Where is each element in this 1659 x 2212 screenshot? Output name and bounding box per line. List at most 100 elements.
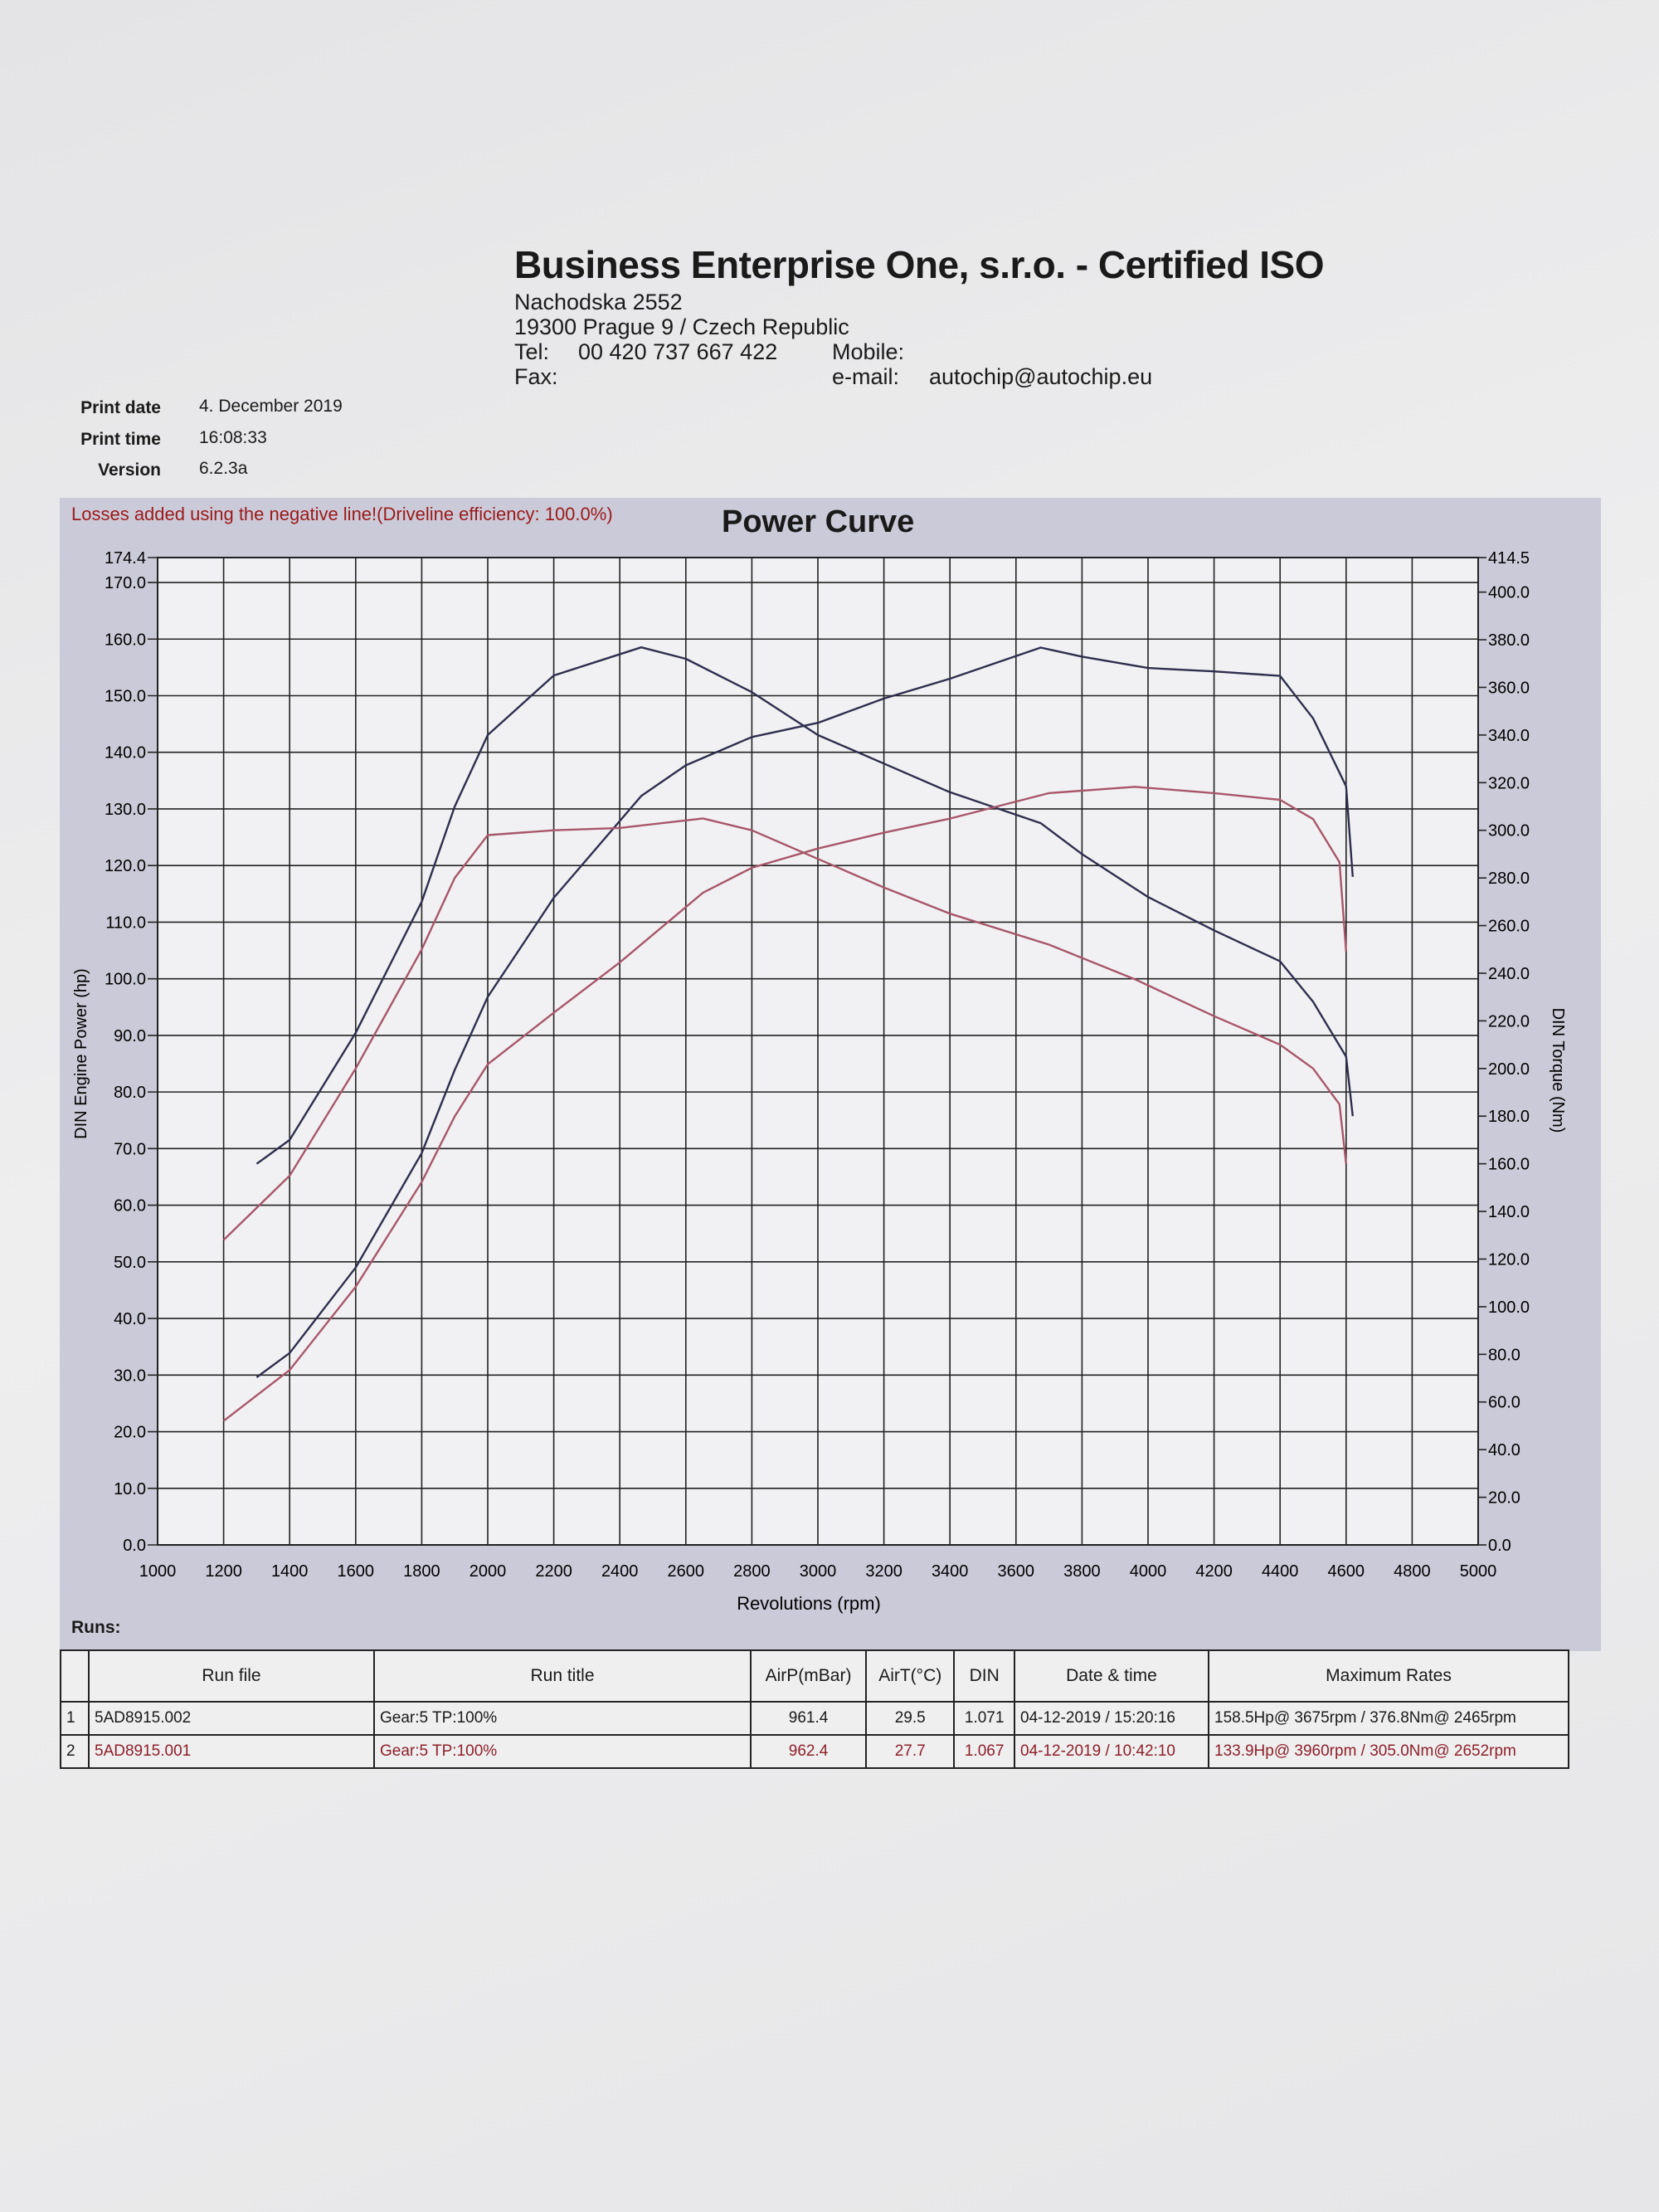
y-tick-label: 0.0 [123, 1537, 146, 1555]
x-tick-label: 3600 [998, 1562, 1035, 1581]
y2-tick-label: 120.0 [1488, 1250, 1530, 1269]
y2-tick-label: 140.0 [1488, 1203, 1530, 1221]
cell-airt: 29.5 [865, 1701, 956, 1736]
y2-tick-label: 0.0 [1488, 1537, 1511, 1555]
y2-tick-label: 60.0 [1488, 1394, 1520, 1412]
col-airp: AirP(mBar) [749, 1649, 868, 1703]
cell-date: 04-12-2019 / 15:20:16 [1014, 1701, 1209, 1736]
y-tick-label: 100.0 [105, 971, 146, 989]
y2-tick-label: 40.0 [1488, 1441, 1520, 1459]
y-tick-label: 150.0 [105, 687, 146, 705]
y2-tick-label: 280.0 [1488, 870, 1530, 888]
y2-tick-label: 220.0 [1488, 1012, 1530, 1030]
runs-label: Runs: [71, 1618, 121, 1637]
y-tick-label: 20.0 [114, 1424, 146, 1442]
email-label: e-mail: [832, 364, 900, 389]
x-tick-label: 4800 [1394, 1562, 1431, 1581]
y2-tick-label: 380.0 [1488, 631, 1530, 650]
col-index [60, 1649, 90, 1703]
y-tick-label: 10.0 [114, 1480, 146, 1498]
print-time-label: Print time [80, 430, 161, 449]
y2-tick-label: 360.0 [1488, 679, 1530, 697]
y-tick-label: 120.0 [105, 857, 146, 875]
cell-max-rates: 158.5Hp@ 3675rpm / 376.8Nm@ 2465rpm [1208, 1701, 1569, 1736]
y-tick-label: 30.0 [114, 1367, 146, 1385]
version-label: Version [98, 460, 161, 480]
col-max-rates: Maximum Rates [1208, 1649, 1569, 1703]
city: 19300 Prague 9 / Czech Republic [514, 314, 849, 339]
cell-din: 1.067 [953, 1734, 1015, 1769]
col-airt: AirT(°C) [865, 1649, 956, 1703]
y-tick-label: 40.0 [114, 1310, 146, 1328]
y2-tick-label: 260.0 [1488, 918, 1530, 936]
version: 6.2.3a [199, 459, 248, 478]
y-tick-label: 110.0 [105, 914, 146, 932]
y2-tick-label: 180.0 [1488, 1108, 1530, 1126]
x-tick-label: 3800 [1063, 1562, 1101, 1581]
x-tick-label: 4400 [1262, 1562, 1299, 1581]
x-tick-label: 1400 [271, 1562, 309, 1581]
y2-tick-label: 400.0 [1488, 584, 1530, 602]
col-run-file: Run file [88, 1649, 375, 1703]
tel-label: Tel: [514, 339, 550, 364]
chart-title: Power Curve [722, 504, 915, 539]
cell-run-file: 5AD8915.001 [88, 1734, 375, 1769]
x-tick-label: 2600 [668, 1562, 705, 1581]
series-line-3 [222, 786, 1347, 1422]
x-tick-label: 3400 [932, 1562, 969, 1581]
print-time: 16:08:33 [199, 428, 267, 447]
y-tick-label: 174.4 [105, 549, 146, 568]
x-axis-label: Revolutions (rpm) [737, 1593, 881, 1614]
y-tick-label: 170.0 [105, 574, 146, 592]
x-tick-label: 1600 [338, 1562, 375, 1581]
series-line-2 [255, 646, 1354, 1165]
cell-run-file: 5AD8915.002 [88, 1701, 375, 1736]
y-tick-label: 90.0 [114, 1027, 146, 1045]
cell-date: 04-12-2019 / 10:42:10 [1014, 1734, 1209, 1769]
cell-airt: 27.7 [865, 1734, 956, 1769]
x-tick-label: 2800 [733, 1562, 771, 1581]
table-header-row: Run file Run title AirP(mBar) AirT(°C) D… [60, 1649, 1569, 1703]
x-tick-label: 1000 [139, 1562, 177, 1581]
x-tick-label: 3000 [800, 1562, 837, 1581]
x-tick-label: 4600 [1328, 1562, 1365, 1581]
col-din: DIN [953, 1649, 1015, 1703]
mobile-label: Mobile: [832, 339, 905, 364]
y-tick-label: 60.0 [114, 1197, 146, 1216]
street: Nachodska 2552 [514, 290, 683, 314]
cell-run-title: Gear:5 TP:100% [373, 1734, 752, 1769]
tel: 00 420 737 667 422 [578, 339, 778, 364]
losses-note: Losses added using the negative line!(Dr… [71, 504, 613, 524]
x-tick-label: 2000 [469, 1562, 507, 1581]
y-tick-label: 130.0 [105, 801, 146, 819]
cell-index: 2 [60, 1734, 90, 1769]
y2-tick-label: 20.0 [1488, 1489, 1520, 1508]
cell-index: 1 [60, 1701, 90, 1736]
cell-airp: 962.4 [749, 1734, 868, 1769]
y-tick-label: 140.0 [105, 744, 146, 763]
cell-run-title: Gear:5 TP:100% [373, 1701, 752, 1736]
x-tick-label: 4000 [1130, 1562, 1167, 1581]
cell-din: 1.071 [953, 1701, 1015, 1736]
x-tick-label: 2400 [601, 1562, 639, 1581]
x-tick-label: 4200 [1195, 1562, 1233, 1581]
y-axis-label: DIN Engine Power (hp) [72, 968, 90, 1139]
x-tick-label: 1800 [403, 1562, 440, 1581]
y2-tick-label: 300.0 [1488, 822, 1530, 840]
y2-tick-label: 414.5 [1488, 549, 1530, 568]
series-line-1 [255, 646, 1354, 1378]
y2-tick-label: 340.0 [1488, 727, 1530, 745]
y-tick-label: 50.0 [114, 1254, 146, 1272]
cell-airp: 961.4 [749, 1701, 868, 1736]
y-tick-label: 70.0 [114, 1140, 146, 1158]
x-tick-label: 1200 [205, 1562, 242, 1581]
print-date-label: Print date [80, 398, 161, 417]
y2-tick-label: 200.0 [1488, 1060, 1530, 1079]
cell-max-rates: 133.9Hp@ 3960rpm / 305.0Nm@ 2652rpm [1208, 1734, 1569, 1769]
y2-tick-label: 320.0 [1488, 774, 1530, 792]
y2-axis-label: DIN Torque (Nm) [1549, 1008, 1567, 1133]
table-row: 1 5AD8915.002 Gear:5 TP:100% 961.4 29.5 … [60, 1701, 1569, 1736]
runs-table: Run file Run title AirP(mBar) AirT(°C) D… [60, 1649, 1569, 1769]
y2-tick-label: 80.0 [1488, 1346, 1520, 1364]
col-date: Date & time [1014, 1649, 1209, 1703]
